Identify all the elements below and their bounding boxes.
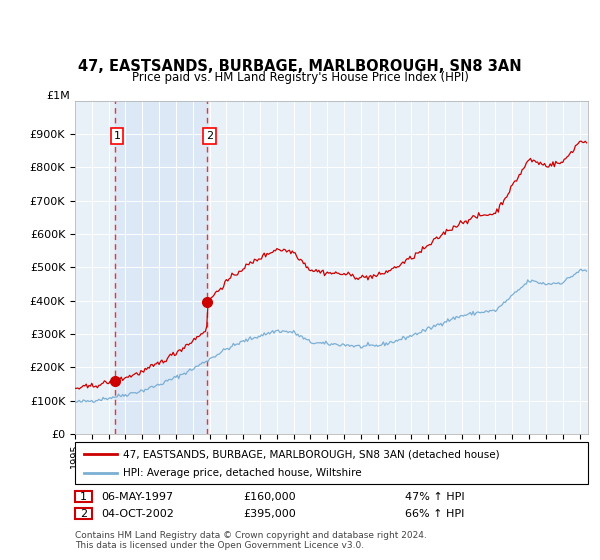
Text: Price paid vs. HM Land Registry's House Price Index (HPI): Price paid vs. HM Land Registry's House … [131,71,469,84]
Text: 04-OCT-2002: 04-OCT-2002 [101,508,173,519]
Text: HPI: Average price, detached house, Wiltshire: HPI: Average price, detached house, Wilt… [123,468,362,478]
Text: 1: 1 [113,131,121,141]
Text: 66% ↑ HPI: 66% ↑ HPI [405,508,464,519]
Text: 1: 1 [80,492,87,502]
Text: 47, EASTSANDS, BURBAGE, MARLBOROUGH, SN8 3AN (detached house): 47, EASTSANDS, BURBAGE, MARLBOROUGH, SN8… [123,449,500,459]
Text: 47% ↑ HPI: 47% ↑ HPI [405,492,464,502]
Text: £395,000: £395,000 [243,508,296,519]
Text: £160,000: £160,000 [243,492,296,502]
Text: 47, EASTSANDS, BURBAGE, MARLBOROUGH, SN8 3AN: 47, EASTSANDS, BURBAGE, MARLBOROUGH, SN8… [78,59,522,74]
Text: 2: 2 [206,131,213,141]
Text: 2: 2 [80,508,87,519]
Bar [115,101,207,434]
Text: £1M: £1M [46,91,70,101]
Text: Contains HM Land Registry data © Crown copyright and database right 2024.
This d: Contains HM Land Registry data © Crown c… [75,530,427,550]
Text: 06-MAY-1997: 06-MAY-1997 [101,492,173,502]
